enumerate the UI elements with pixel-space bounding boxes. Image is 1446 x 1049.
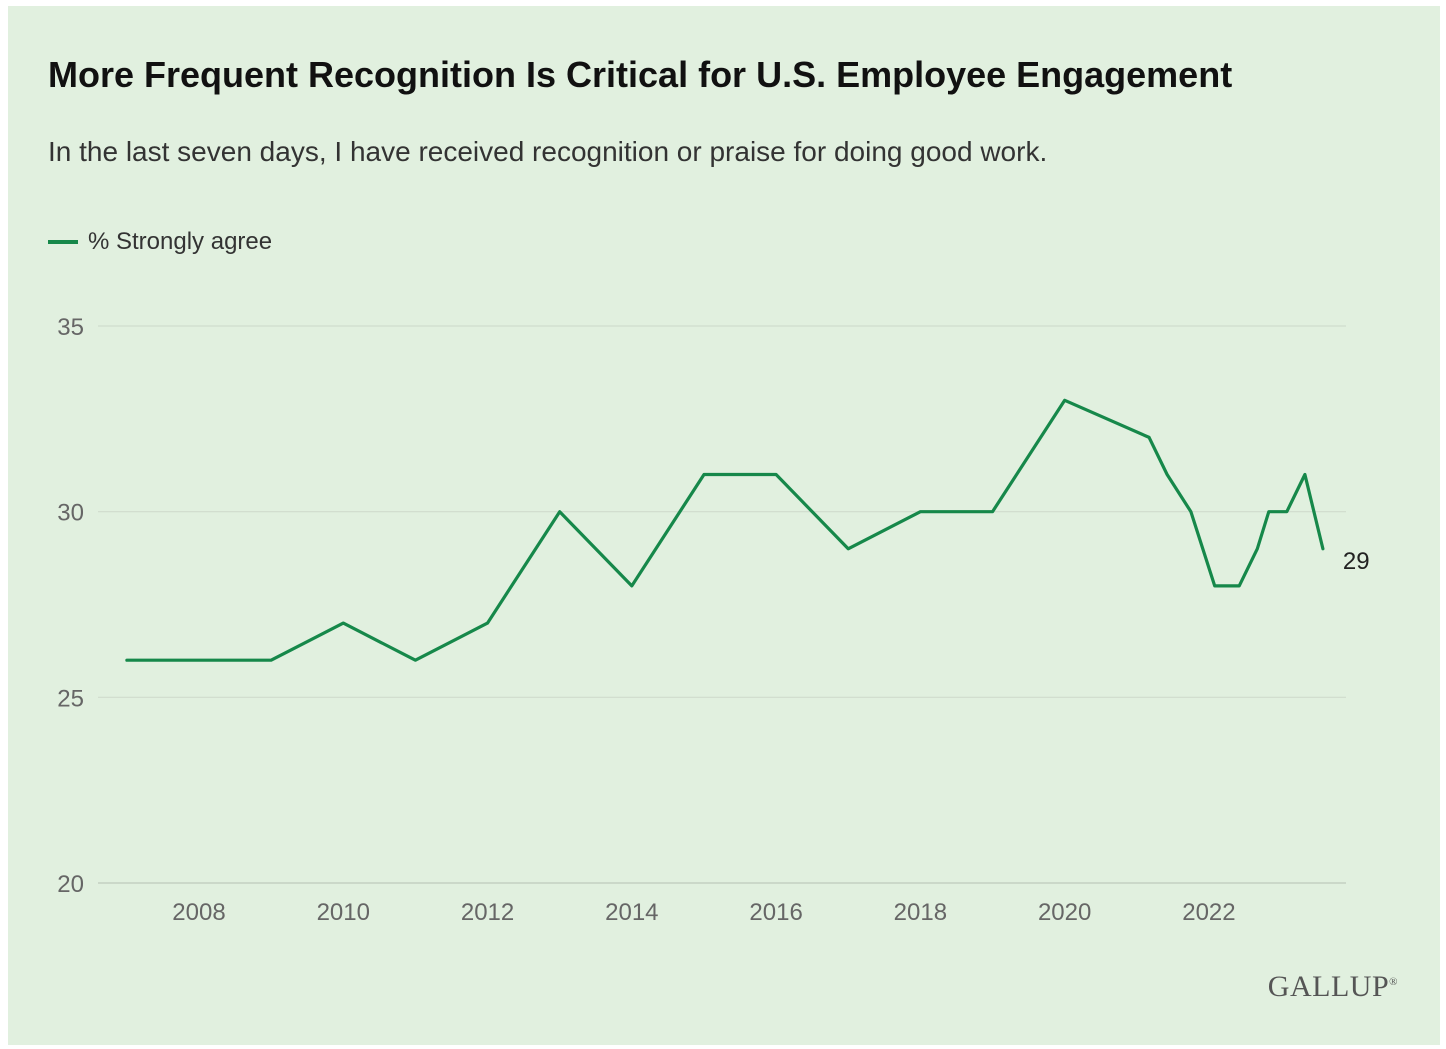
- x-tick-label: 2020: [1038, 899, 1091, 926]
- registered-mark: ®: [1389, 976, 1398, 988]
- x-axis-ticks: 2008 2010 2012 2014 2016 2018 2020 2022: [172, 899, 1235, 926]
- chart-subtitle: In the last seven days, I have received …: [48, 136, 1048, 167]
- x-tick-label: 2010: [317, 899, 370, 926]
- x-tick-label: 2014: [605, 899, 658, 926]
- x-tick-label: 2022: [1182, 899, 1235, 926]
- legend-label: % Strongly agree: [88, 228, 273, 255]
- y-tick-label: 35: [57, 314, 84, 341]
- x-tick-label: 2008: [172, 899, 225, 926]
- x-tick-label: 2012: [461, 899, 514, 926]
- chart-card: [8, 6, 1440, 1045]
- series-layer: [125, 398, 1325, 662]
- x-tick-label: 2018: [894, 899, 947, 926]
- gridlines: [98, 325, 1346, 884]
- end-value-label: 29: [1343, 548, 1370, 575]
- gallup-wordmark: GALLUP: [1267, 970, 1390, 1003]
- gallup-logo: GALLUP®: [1268, 970, 1398, 1004]
- x-tick-label: 2016: [749, 899, 802, 926]
- y-tick-label: 30: [57, 500, 84, 527]
- legend: % Strongly agree: [48, 228, 272, 256]
- y-axis-ticks: 20 25 30 35: [57, 314, 84, 898]
- chart-title: More Frequent Recognition Is Critical fo…: [48, 54, 1233, 95]
- series-line-strongly-agree: [125, 398, 1325, 662]
- legend-swatch: [48, 240, 78, 244]
- y-tick-label: 25: [57, 685, 84, 712]
- y-tick-label: 20: [57, 871, 84, 898]
